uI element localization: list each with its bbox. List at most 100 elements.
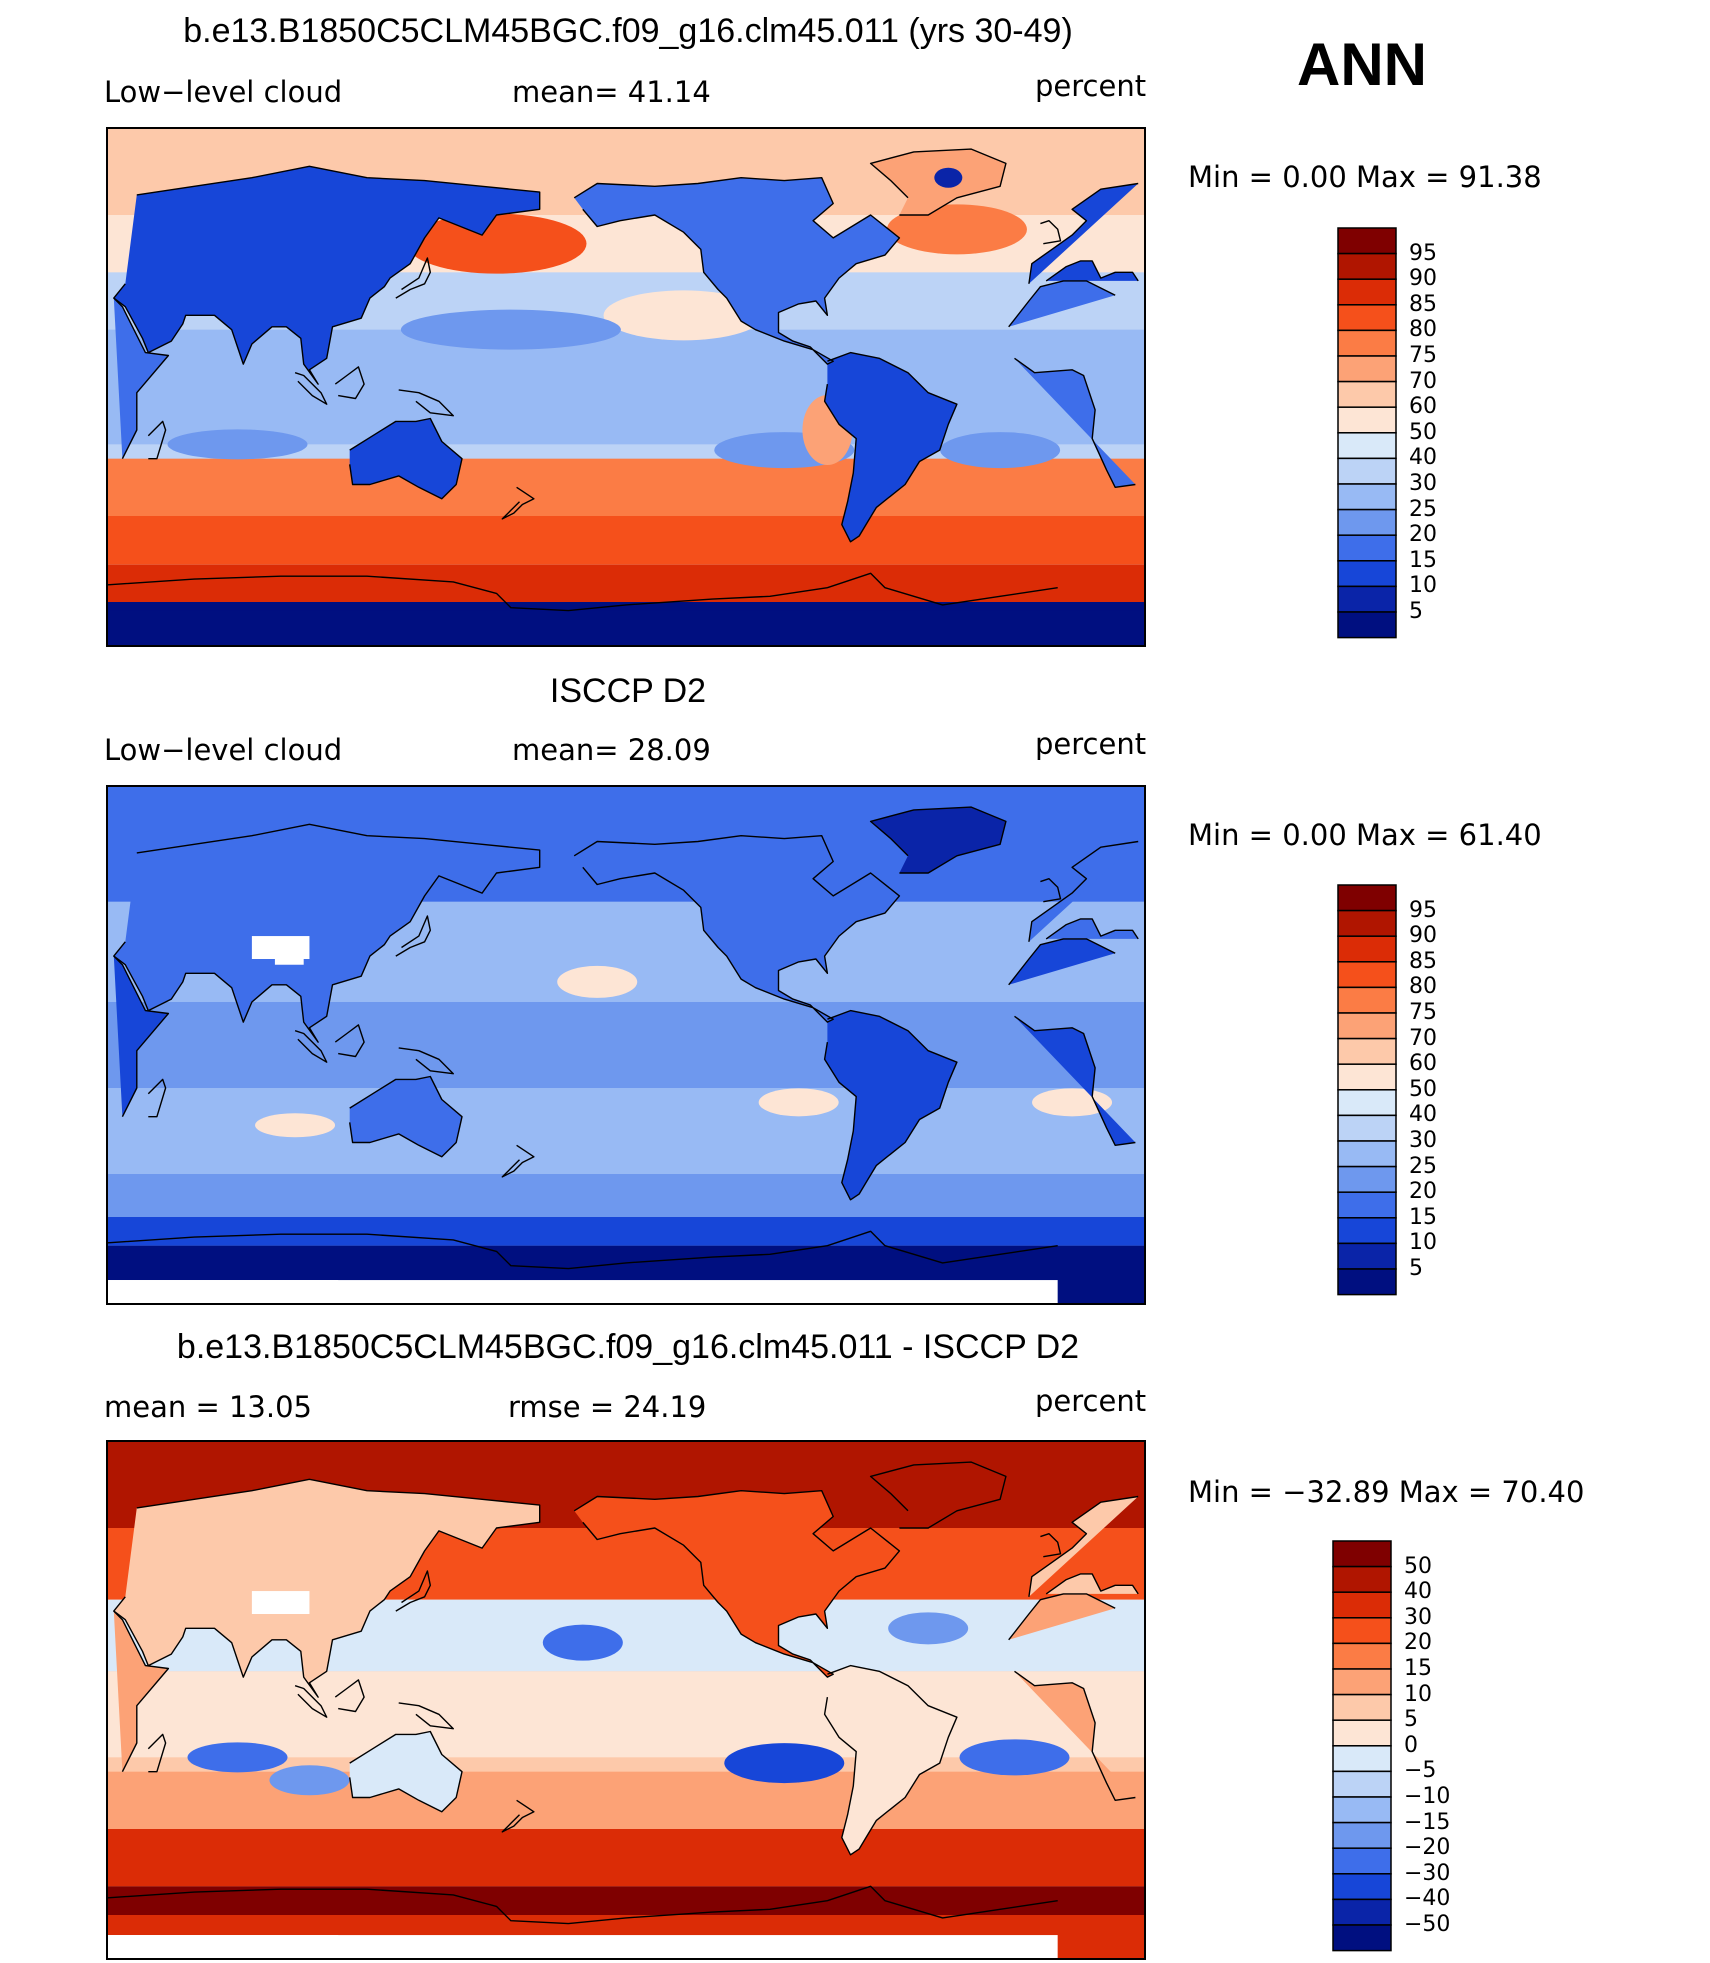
colorbar-tick-label: 95 <box>1409 240 1437 266</box>
coastline <box>294 1030 328 1063</box>
colorbar-tick-label: 30 <box>1409 1128 1437 1153</box>
map-model <box>106 127 1146 647</box>
colorbar-tick-label: 70 <box>1409 1025 1437 1051</box>
colorbar-tick-label: −10 <box>1404 1784 1451 1809</box>
field-band <box>108 329 1144 445</box>
land-fill <box>113 938 1136 1146</box>
field-blob <box>886 204 1027 255</box>
colorbar-tick-label: 20 <box>1409 1179 1437 1205</box>
colorbar-swatch <box>1332 1745 1392 1773</box>
field-band <box>108 564 1144 602</box>
panel-mean-label: mean= 41.14 <box>512 75 711 109</box>
colorbar-swatch <box>1332 1565 1392 1593</box>
coastline <box>1040 878 1062 903</box>
colorbar-tick-label: 40 <box>1409 1102 1437 1128</box>
panel-title: b.e13.B1850C5CLM45BGC.f09_g16.clm45.011 … <box>183 12 1073 50</box>
colorbar-swatch <box>1337 457 1397 485</box>
land-fill <box>574 177 900 365</box>
field-blob <box>187 1742 288 1773</box>
colorbar-tick-label: 40 <box>1404 1579 1432 1605</box>
colorbar-swatch <box>1337 406 1397 434</box>
field-band <box>251 1591 310 1614</box>
panel-minmax: Min = −32.89 Max = 70.40 <box>1188 1475 1585 1509</box>
field-band <box>251 936 310 959</box>
colorbar-swatch <box>1337 432 1397 460</box>
colorbar-swatch <box>1332 1898 1392 1926</box>
colorbar-swatch <box>1337 1012 1397 1040</box>
coastline <box>1040 1533 1062 1558</box>
panel-mean-label: mean= 28.09 <box>512 733 711 767</box>
colorbar-swatch <box>1332 1770 1392 1798</box>
coastline <box>294 1685 328 1718</box>
colorbar-swatch <box>1337 1063 1397 1091</box>
colorbar-tick-label: 20 <box>1404 1630 1432 1656</box>
colorbar-swatch <box>1337 278 1397 306</box>
panel-units-label: percent <box>1035 1384 1147 1418</box>
colorbar-tick-label: 10 <box>1404 1681 1432 1707</box>
panel-variable-label: mean = 13.05 <box>104 1390 312 1424</box>
colorbar-swatch <box>1337 1191 1397 1219</box>
colorbar-swatch <box>1332 1873 1392 1901</box>
field-band <box>108 1280 339 1303</box>
colorbar-tick-label: 50 <box>1409 419 1437 445</box>
colorbar-swatch <box>1332 1719 1392 1747</box>
coastline <box>395 1570 431 1612</box>
coastline <box>334 1679 365 1713</box>
panel-title: b.e13.B1850C5CLM45BGC.f09_g16.clm45.011 … <box>176 1328 1080 1366</box>
colorbar-tick-label: 75 <box>1409 343 1437 368</box>
field-blob <box>934 167 963 188</box>
colorbar-swatch <box>1337 252 1397 280</box>
colorbar-swatch <box>1337 884 1397 912</box>
colorbar-tick-label: 90 <box>1409 923 1437 949</box>
coastline <box>113 165 1139 385</box>
colorbar-swatch <box>1337 986 1397 1014</box>
colorbar-tick-label: 75 <box>1409 1000 1437 1025</box>
colorbar-tick-label: −20 <box>1404 1835 1451 1861</box>
colorbar-tick-label: 50 <box>1409 1076 1437 1102</box>
colorbar-tick-label: 60 <box>1409 394 1437 420</box>
coastline <box>823 1009 958 1201</box>
field-band <box>108 610 1144 645</box>
coastline <box>108 1885 1058 1925</box>
colorbar-swatch <box>1337 935 1397 963</box>
coastline <box>823 1664 958 1856</box>
land-fill <box>824 1665 957 1855</box>
colorbar-tick-label: 15 <box>1409 1204 1437 1230</box>
field-blob <box>959 1739 1070 1776</box>
colorbar-tick-label: 5 <box>1409 599 1423 624</box>
field-band <box>108 1217 1144 1246</box>
field-band <box>274 956 304 965</box>
season-label: ANN <box>1297 31 1427 98</box>
coastline <box>398 389 454 417</box>
land-fill <box>870 807 1006 873</box>
coastline <box>113 938 1136 1146</box>
colorbar-swatch <box>1332 1617 1392 1645</box>
colorbar-tick-label: 70 <box>1409 368 1437 394</box>
land-fill <box>113 166 1139 385</box>
colorbar-swatch <box>1337 1140 1397 1168</box>
coastline <box>395 257 431 299</box>
coastline <box>869 806 1007 874</box>
coastline <box>294 372 328 405</box>
land-fill <box>824 1010 957 1200</box>
field-blob <box>255 1113 336 1138</box>
colorbar-tick-label: 80 <box>1409 317 1437 343</box>
panel-units-label: percent <box>1035 727 1147 761</box>
field-band <box>108 1935 1058 1958</box>
colorbar-swatch <box>1337 1089 1397 1117</box>
panel-minmax: Min = 0.00 Max = 91.38 <box>1188 160 1542 194</box>
colorbar-swatch <box>1332 1847 1392 1875</box>
colorbar-tick-label: 5 <box>1404 1707 1418 1733</box>
colorbar-tick-label: −50 <box>1404 1912 1451 1937</box>
field-blob <box>400 309 621 350</box>
colorbar-swatch <box>1332 1668 1392 1696</box>
colorbar-tick-label: −15 <box>1404 1809 1451 1835</box>
field-band <box>108 1829 1144 1887</box>
land-fill <box>349 1076 462 1157</box>
colorbar-swatch <box>1332 1693 1392 1721</box>
map-diff <box>106 1440 1146 1960</box>
colorbar-swatch <box>1337 483 1397 511</box>
colorbar-swatch <box>1337 1037 1397 1065</box>
coastline <box>501 486 535 520</box>
